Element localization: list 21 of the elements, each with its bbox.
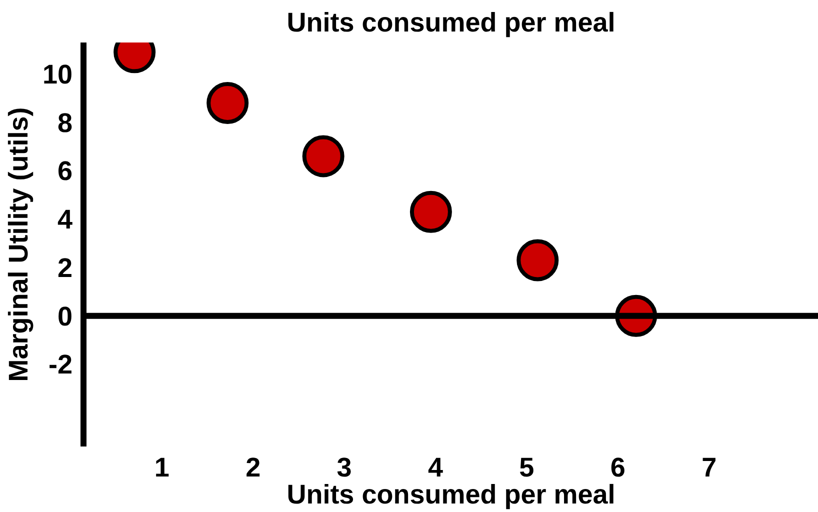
x-tick-label: 6 xyxy=(610,452,626,482)
y-tick-label: 10 xyxy=(42,59,73,90)
chart-title: Units consumed per meal xyxy=(286,8,616,38)
y-tick-label: 6 xyxy=(57,156,73,186)
y-tick-label: 8 xyxy=(57,108,73,138)
y-tick-label: 2 xyxy=(57,252,73,283)
y-axis-title: Marginal Utility (utils) xyxy=(3,107,34,382)
x-tick-label: 3 xyxy=(336,452,352,482)
point xyxy=(410,190,452,233)
point xyxy=(206,82,249,124)
y-tick-label: 0 xyxy=(57,301,73,332)
point xyxy=(516,239,559,282)
x-tick-label: 1 xyxy=(154,452,170,482)
x-axis-title: Units consumed per meal xyxy=(286,480,616,510)
y-tick-label: -2 xyxy=(48,350,73,380)
point xyxy=(302,135,344,178)
x-tick-label: 4 xyxy=(428,452,444,482)
y-tick-label: 4 xyxy=(57,204,73,235)
x-tick-label: 5 xyxy=(519,452,534,482)
x-tick-label: 7 xyxy=(702,452,717,482)
x-tick-label: 2 xyxy=(246,452,261,482)
